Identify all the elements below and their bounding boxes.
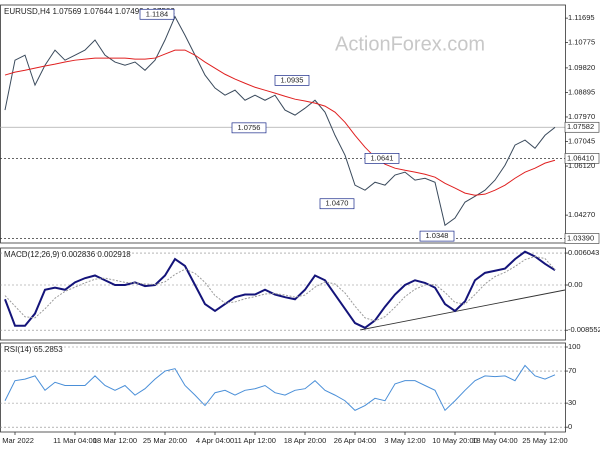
trend-line bbox=[359, 289, 566, 331]
y-tick-label: 30 bbox=[568, 398, 576, 407]
macd-panel bbox=[0, 247, 566, 341]
x-tick-label: 4 Apr 04:00 bbox=[196, 436, 234, 445]
y-tick-label: 1.06120 bbox=[568, 161, 595, 170]
annotation-box bbox=[319, 198, 355, 210]
y-tick-label: 0.00 bbox=[568, 280, 583, 289]
y-tick-label: 1.04270 bbox=[568, 210, 595, 219]
y-tick-label: 1.07970 bbox=[568, 112, 595, 121]
level-label: 1.03390 bbox=[567, 233, 594, 242]
rsi-panel bbox=[0, 342, 566, 433]
y-tick-label: 1.07045 bbox=[568, 136, 595, 145]
panel-title: MACD(12,26,9) 0.002836 0.002918 bbox=[4, 250, 131, 259]
series-line bbox=[4, 15, 556, 227]
y-tick-label: -0.008552 bbox=[568, 325, 600, 334]
y-tick-label: 70 bbox=[568, 366, 576, 375]
annotation-label: 1.0470 bbox=[326, 199, 349, 208]
series-line bbox=[4, 250, 556, 329]
x-tick-label: 18 Apr 20:00 bbox=[284, 436, 327, 445]
x-tick-label: 25 Mar 20:00 bbox=[143, 436, 187, 445]
level-box bbox=[564, 233, 600, 244]
y-tick-label: 0.006043 bbox=[568, 248, 599, 257]
series-line bbox=[4, 255, 556, 322]
x-tick-label: 3 Mar 2022 bbox=[0, 436, 34, 445]
x-tick-label: 3 May 12:00 bbox=[384, 436, 425, 445]
level-box bbox=[564, 153, 600, 164]
annotation-box bbox=[274, 75, 310, 86]
annotation-box bbox=[364, 153, 400, 164]
y-tick-label: 100 bbox=[568, 342, 581, 351]
annotation-box bbox=[419, 230, 455, 242]
y-tick-label: 1.10775 bbox=[568, 38, 595, 47]
level-box bbox=[564, 121, 600, 133]
y-tick-label: 1.08895 bbox=[568, 87, 595, 96]
y-tick-label: 1.09820 bbox=[568, 63, 595, 72]
y-tick-label: 1.11695 bbox=[568, 13, 595, 22]
series-line bbox=[4, 49, 556, 196]
level-label: 1.07582 bbox=[567, 122, 594, 131]
x-tick-label: 18 Mar 12:00 bbox=[93, 436, 137, 445]
watermark: ActionForex.com bbox=[335, 33, 485, 55]
x-tick-label: 25 May 12:00 bbox=[522, 436, 567, 445]
annotation-label: 1.1184 bbox=[146, 9, 168, 18]
x-tick-label: 26 Apr 04:00 bbox=[334, 436, 377, 445]
annotation-box bbox=[139, 8, 175, 20]
panel-title: RSI(14) 65.2853 bbox=[4, 345, 63, 354]
x-tick-label: 18 May 04:00 bbox=[472, 436, 517, 445]
annotation-box bbox=[231, 122, 267, 134]
x-tick-label: 10 May 20:00 bbox=[432, 436, 477, 445]
annotation-label: 1.0641 bbox=[371, 153, 394, 162]
annotation-label: 1.0756 bbox=[238, 123, 261, 132]
x-tick-label: 11 Mar 04:00 bbox=[53, 436, 97, 445]
x-tick-label: 11 Apr 12:00 bbox=[234, 436, 276, 445]
level-label: 1.06410 bbox=[567, 153, 594, 162]
y-tick-label: 0 bbox=[568, 422, 572, 431]
series-line bbox=[4, 364, 556, 412]
annotation-label: 1.0348 bbox=[426, 231, 449, 240]
annotation-label: 1.0935 bbox=[281, 75, 304, 84]
panel-title: EURUSD,H4 1.07569 1.07644 1.07499 1.0758… bbox=[4, 7, 175, 16]
